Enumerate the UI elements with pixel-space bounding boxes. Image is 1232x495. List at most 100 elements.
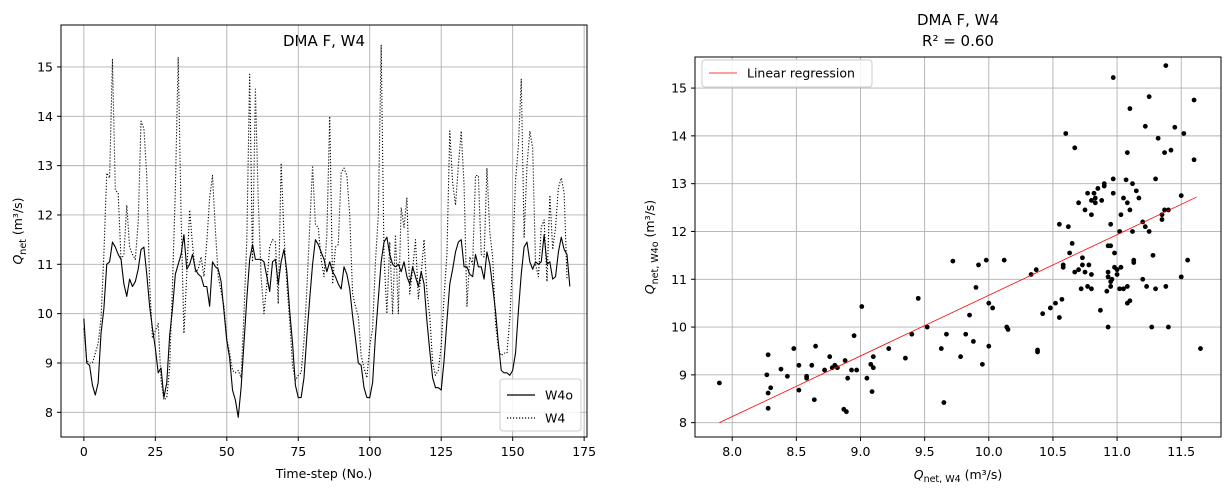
scatter-point bbox=[842, 358, 848, 363]
x-tick-label: 0 bbox=[80, 444, 88, 459]
scatter-point bbox=[764, 372, 770, 378]
left-y-label-unit: (m³/s) bbox=[10, 197, 25, 239]
scatter-point bbox=[1112, 250, 1117, 256]
y-tick-label: 11 bbox=[37, 257, 53, 272]
scatter-point bbox=[1166, 324, 1171, 330]
left-plot-area bbox=[83, 44, 571, 418]
scatter-point bbox=[1085, 190, 1090, 196]
scatter-point bbox=[716, 380, 722, 386]
scatter-point bbox=[1098, 307, 1103, 313]
scatter-point bbox=[1117, 286, 1123, 292]
y-tick-label: 8 bbox=[45, 405, 53, 420]
scatter-point bbox=[1168, 147, 1174, 153]
scatter-point bbox=[1114, 267, 1120, 273]
scatter-point bbox=[1082, 207, 1088, 213]
scatter-point bbox=[1149, 324, 1155, 330]
scatter-point bbox=[1072, 145, 1078, 151]
left-y-label-sub: net bbox=[18, 239, 29, 255]
scatter-point bbox=[1089, 272, 1094, 277]
scatter-point bbox=[1101, 183, 1107, 189]
scatter-point bbox=[1069, 241, 1075, 246]
scatter-point bbox=[1146, 229, 1152, 234]
scatter-point bbox=[765, 405, 771, 411]
scatter-point bbox=[851, 333, 857, 339]
scatter-point bbox=[973, 284, 979, 290]
right-y-label-base: Q bbox=[642, 284, 657, 294]
scatter-point bbox=[791, 346, 797, 351]
scatter-point bbox=[1163, 284, 1169, 289]
scatter-point bbox=[1144, 284, 1149, 289]
scatter-point bbox=[976, 262, 981, 268]
y-tick-label: 11 bbox=[671, 272, 687, 287]
x-tick-label: 8.5 bbox=[786, 444, 806, 459]
scatter-point bbox=[1191, 157, 1197, 163]
y-tick-label: 12 bbox=[671, 224, 687, 239]
scatter-point bbox=[1001, 257, 1007, 263]
scatter-point bbox=[1153, 286, 1158, 292]
scatter-point bbox=[1118, 212, 1124, 218]
scatter-point bbox=[1080, 255, 1085, 261]
left-legend: W4o W4 bbox=[499, 378, 582, 432]
scatter-point bbox=[1142, 123, 1148, 129]
y-tick-label: 8 bbox=[679, 415, 687, 430]
regression-line bbox=[719, 196, 1197, 424]
scatter-point bbox=[1089, 212, 1094, 218]
scatter-point bbox=[1153, 176, 1158, 182]
left-panel: DMA F, W4 0 25 50 75 100 125 150 175 8 9 10 11 12 13… bbox=[10, 24, 596, 481]
scatter-point bbox=[854, 367, 860, 373]
scatter-point bbox=[1133, 188, 1139, 194]
scatter-point bbox=[1040, 311, 1046, 317]
scatter-point bbox=[811, 397, 817, 403]
scatter-point bbox=[784, 373, 790, 379]
scatter-point bbox=[1076, 267, 1081, 273]
scatter-point bbox=[967, 312, 972, 318]
x-tick-label: 175 bbox=[572, 444, 596, 459]
scatter-point bbox=[849, 367, 854, 373]
scatter-point bbox=[986, 300, 992, 306]
right-y-ticks: 8 9 10 11 12 13 14 15 bbox=[671, 81, 695, 430]
scatter-point bbox=[1127, 106, 1133, 112]
left-axes-frame bbox=[60, 24, 588, 438]
scatter-point bbox=[1105, 324, 1111, 330]
x-tick-label: 100 bbox=[358, 444, 382, 459]
y-tick-label: 13 bbox=[671, 176, 687, 191]
scatter-point bbox=[1131, 260, 1137, 265]
scatter-point bbox=[1159, 212, 1165, 218]
scatter-point bbox=[1109, 276, 1115, 282]
scatter-point bbox=[915, 295, 921, 301]
scatter-point bbox=[903, 355, 908, 361]
scatter-point bbox=[1063, 131, 1069, 136]
scatter-point bbox=[1033, 267, 1039, 273]
left-y-label-base: Q bbox=[10, 255, 25, 265]
x-tick-label: 9.5 bbox=[915, 444, 935, 459]
scatter-point bbox=[1085, 284, 1090, 289]
scatter-point bbox=[1082, 269, 1088, 275]
scatter-point bbox=[845, 375, 851, 381]
scatter-point bbox=[1108, 221, 1114, 227]
scatter-point bbox=[868, 361, 874, 367]
x-tick-label: 11.0 bbox=[1103, 444, 1131, 459]
scatter-point bbox=[1124, 200, 1130, 206]
scatter-point bbox=[1130, 181, 1135, 187]
scatter-point bbox=[886, 346, 892, 351]
scatter-point bbox=[1114, 272, 1120, 277]
scatter-point bbox=[1092, 195, 1098, 201]
scatter-point bbox=[1047, 305, 1053, 311]
scatter-point bbox=[1124, 284, 1130, 289]
legend-label-regression: Linear regression bbox=[747, 66, 855, 81]
scatter-point bbox=[1092, 200, 1098, 206]
scatter-point bbox=[796, 362, 802, 368]
scatter-point bbox=[859, 304, 865, 309]
scatter-point bbox=[1162, 207, 1167, 213]
scatter-point bbox=[1181, 131, 1187, 136]
right-legend-box bbox=[701, 59, 873, 88]
x-tick-label: 10.5 bbox=[1039, 444, 1067, 459]
scatter-point bbox=[990, 305, 996, 311]
scatter-point bbox=[1104, 288, 1110, 294]
scatter-point bbox=[843, 409, 849, 415]
scatter-point bbox=[822, 367, 827, 373]
scatter-point bbox=[1121, 286, 1126, 292]
scatter-point bbox=[1121, 195, 1126, 201]
scatter-point bbox=[1118, 264, 1124, 270]
scatter-point bbox=[1108, 284, 1114, 289]
